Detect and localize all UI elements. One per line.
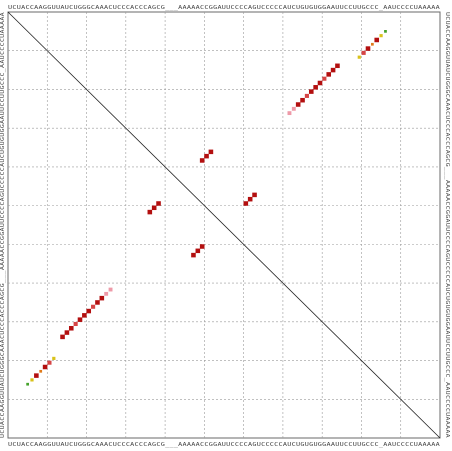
pair-cell-lower: [147, 209, 153, 215]
pair-cell-lower: [26, 382, 30, 386]
pair-cell-lower: [47, 360, 52, 365]
pair-cell-lower: [95, 300, 100, 305]
main-diagonal: [7, 11, 441, 439]
pair-cell-lower: [191, 252, 196, 258]
pair-cell-upper: [313, 85, 318, 90]
pair-cell-upper: [357, 55, 361, 59]
pair-cell-lower: [60, 334, 65, 340]
pair-cell-lower: [77, 317, 83, 322]
pair-cell-upper: [304, 93, 309, 98]
sequence-top: UCUACCAAGGUUAUCUGGGCAAACUCCCACCCAGCG___A…: [8, 5, 441, 11]
pair-cell-lower: [82, 313, 87, 318]
pair-cell-upper: [300, 97, 305, 103]
pair-cell-lower: [73, 321, 78, 327]
pair-cell-upper: [204, 153, 209, 159]
pair-cell-upper: [361, 50, 366, 55]
pair-cell-upper: [379, 34, 383, 38]
pair-cell-lower: [151, 205, 157, 211]
pair-cell-upper: [370, 42, 374, 46]
pair-cell-upper: [247, 196, 253, 202]
sequence-bottom: UCUACCAAGGUUAUCUGGGCAAACUCCCACCCAGCG___A…: [8, 442, 441, 448]
pair-cell-lower: [68, 326, 74, 331]
pair-cell-upper: [322, 76, 327, 81]
pair-cell-upper: [317, 80, 323, 86]
pair-cell-upper: [335, 63, 340, 69]
sequence-right: UCUACCAAGGUUAUCUGGGCAAACUCCCACCCAGCG___A…: [444, 12, 450, 439]
pair-cell-lower: [104, 291, 109, 296]
sequence-left: UCUACCAAGGUUAUCUGGGCAAACUCCCACCCAGCG___A…: [0, 11, 6, 438]
pair-cell-lower: [64, 330, 70, 335]
pair-cell-lower: [52, 356, 56, 360]
pair-cell-upper: [287, 111, 292, 116]
pair-cell-lower: [91, 304, 96, 309]
pair-cell-lower: [195, 248, 201, 254]
pair-cell-upper: [308, 89, 314, 94]
pair-cell-lower: [42, 364, 48, 370]
pair-cell-upper: [326, 72, 332, 77]
pair-cell-upper: [365, 46, 371, 51]
pair-cell-upper: [374, 37, 380, 43]
pair-cell-upper: [243, 201, 249, 206]
pair-cell-upper: [291, 106, 296, 111]
pair-cell-lower: [156, 201, 161, 206]
pair-cell-upper: [330, 67, 336, 73]
pair-cell-upper: [199, 158, 205, 163]
pair-cell-lower: [30, 378, 34, 382]
pair-cell-upper: [384, 30, 387, 33]
pair-cell-lower: [86, 308, 92, 314]
pair-cell-lower: [199, 244, 205, 249]
pair-cell-lower: [108, 287, 113, 292]
pair-probability-cells: [26, 30, 387, 386]
pair-cell-upper: [208, 149, 214, 155]
plot-frame: [7, 11, 441, 439]
pair-cell-lower: [39, 369, 43, 373]
pair-cell-upper: [252, 192, 257, 198]
pair-cell-upper: [295, 102, 301, 107]
pair-cell-lower: [99, 295, 105, 301]
pair-cell-lower: [34, 373, 39, 378]
